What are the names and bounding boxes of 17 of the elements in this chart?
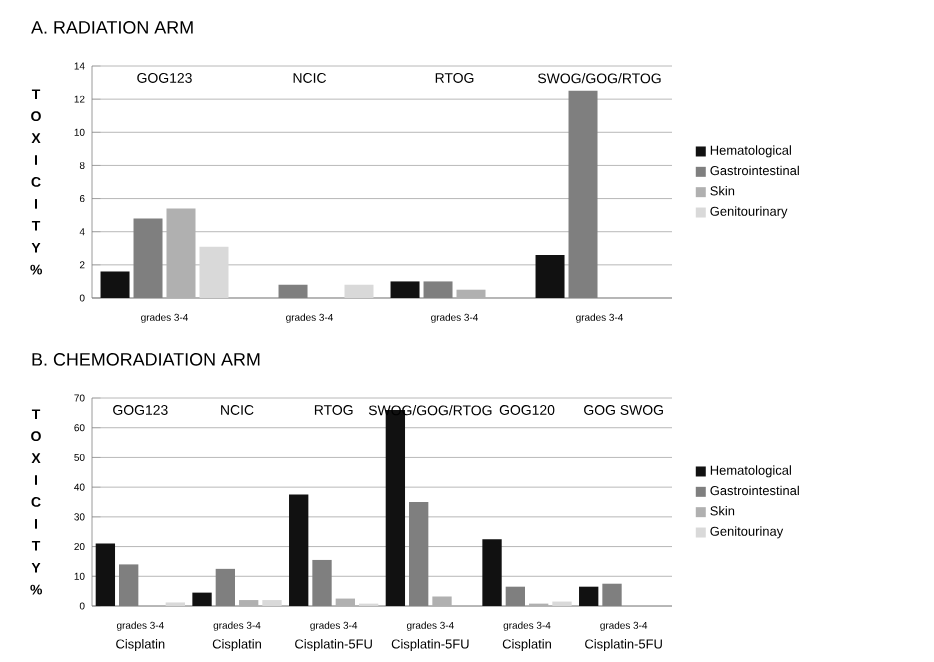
bar: [344, 284, 374, 298]
bar: [579, 586, 599, 606]
bar: [262, 600, 282, 606]
bar: [432, 596, 452, 606]
bar: [390, 281, 420, 298]
bar: [100, 271, 130, 298]
bar: [456, 289, 486, 298]
bar: [335, 598, 355, 606]
bar: [482, 539, 502, 606]
bar: [239, 600, 259, 606]
bar: [535, 254, 565, 298]
bar: [289, 494, 309, 606]
bar: [199, 246, 229, 298]
chart-title: B. CHEMORADIATION ARM: [32, 353, 260, 366]
bar: [192, 592, 212, 606]
bar: [95, 543, 116, 606]
chart-title: A. RADIATION ARM: [31, 21, 193, 34]
